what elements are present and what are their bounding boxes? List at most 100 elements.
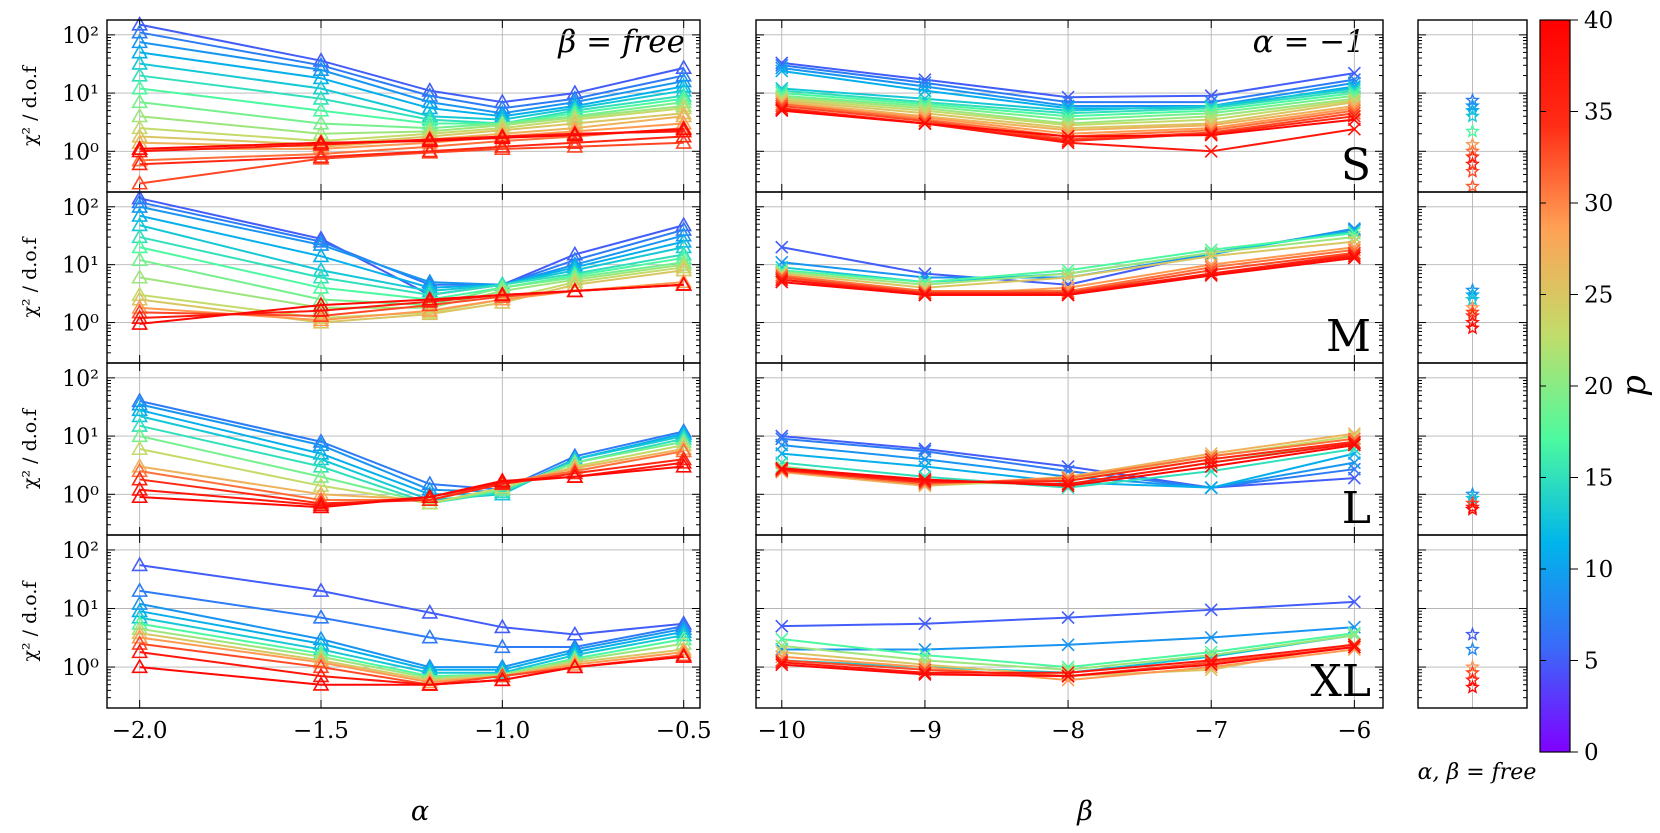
free-panel-frame [1417, 534, 1528, 709]
star-marker [1464, 102, 1481, 118]
triangle-marker [131, 140, 149, 155]
triangle-marker [131, 392, 149, 408]
triangle-marker [131, 15, 149, 31]
y-tick-label: 10⁰ [62, 483, 99, 508]
triangle-marker [131, 189, 149, 205]
x-tick-label: −10 [757, 718, 806, 744]
triangle-marker [566, 126, 584, 142]
x-marker [1061, 286, 1075, 300]
star-marker [1464, 163, 1481, 178]
row-label: S [1341, 140, 1371, 191]
triangle-marker [421, 628, 439, 644]
x-marker [918, 116, 932, 131]
triangle-marker [131, 251, 149, 267]
x-marker [775, 658, 789, 672]
x-marker [1204, 603, 1218, 617]
series-line [139, 458, 684, 505]
triangle-marker [675, 127, 693, 143]
triangle-marker [421, 305, 439, 321]
panel-grid: 10⁰ 10¹ 10² χ² / d.o.f S 10⁰ 10¹ 10² χ² / d.o.f M… [19, 15, 1528, 744]
series-line [139, 465, 684, 509]
x-marker [1347, 249, 1361, 263]
series-line [139, 41, 684, 115]
x-marker [1204, 128, 1218, 142]
series-line [139, 564, 684, 636]
series-line [139, 655, 684, 686]
x-marker [918, 286, 932, 300]
alpha-panel-l: 10⁰ 10¹ 10² χ² / d.o.f [19, 362, 701, 536]
triangle-marker [493, 664, 511, 679]
star-marker [1464, 626, 1481, 641]
triangle-marker [312, 69, 330, 85]
series-line [139, 105, 684, 135]
colorbar-ticks: 0 5 10 15 20 25 30 35 40 [1540, 8, 1613, 766]
triangle-marker [675, 436, 693, 452]
x-marker [1347, 66, 1361, 80]
triangle-marker [312, 582, 330, 597]
y-axis-label: χ² / d.o.f [19, 407, 41, 489]
x-marker [1347, 626, 1361, 640]
star-marker [1465, 320, 1480, 335]
beta-column-title: α = −1 [1253, 24, 1365, 60]
triangle-marker [312, 114, 330, 130]
series-line [139, 627, 684, 680]
y-axis-label: χ² / d.o.f [19, 64, 41, 146]
series-line [139, 205, 684, 286]
y-tick-label: 10¹ [62, 82, 99, 107]
series-line [139, 87, 684, 125]
triangle-marker [421, 276, 439, 291]
triangle-marker [312, 247, 330, 263]
triangle-marker [675, 97, 693, 113]
colorbar-tick-label: 5 [1584, 649, 1599, 675]
x-tick-label: −9 [908, 718, 942, 744]
series-line [139, 201, 684, 286]
x-marker [1347, 462, 1361, 476]
x-marker [775, 632, 789, 646]
triangle-marker [421, 130, 439, 146]
series-line [139, 236, 684, 296]
colorbar-label: p [1614, 375, 1654, 397]
triangle-marker [131, 462, 149, 478]
triangle-marker [421, 290, 439, 306]
x-marker [1347, 251, 1361, 265]
alpha-panel-s: 10⁰ 10¹ 10² χ² / d.o.f [19, 15, 701, 193]
triangle-marker [566, 273, 584, 289]
series-line [139, 62, 684, 121]
triangle-marker [675, 640, 693, 656]
x-marker [1204, 127, 1218, 141]
triangle-marker [566, 656, 584, 671]
triangle-marker [421, 132, 439, 148]
x-marker [775, 240, 789, 254]
series-line [139, 23, 684, 104]
star-marker [1464, 123, 1481, 138]
triangle-marker [312, 658, 330, 674]
x-marker [1347, 595, 1361, 609]
x-marker [918, 288, 932, 302]
x-marker [1061, 477, 1075, 491]
series-line [139, 610, 684, 671]
colorbar-tick-label: 10 [1584, 557, 1613, 583]
triangle-marker [675, 273, 693, 289]
free-panel-xl [1417, 534, 1528, 709]
x-marker [1061, 479, 1075, 493]
series-line [139, 444, 684, 505]
triangle-marker [312, 268, 330, 284]
free-column-title: α, β = free [1418, 760, 1537, 785]
y-axis-label: χ² / d.o.f [19, 236, 41, 318]
y-tick-label: 10¹ [62, 598, 99, 623]
series-line [139, 636, 684, 684]
star-marker [1464, 659, 1481, 674]
series-line [139, 400, 684, 491]
triangle-marker [312, 608, 330, 624]
x-marker [775, 655, 789, 669]
series-line [139, 141, 684, 185]
triangle-marker [131, 417, 149, 432]
x-marker [918, 442, 932, 456]
x-marker [1347, 438, 1361, 452]
triangle-marker [312, 307, 330, 322]
star-marker [1464, 499, 1481, 514]
series-line [139, 246, 684, 301]
x-tick-label: −6 [1337, 718, 1371, 744]
series-line [139, 283, 684, 325]
